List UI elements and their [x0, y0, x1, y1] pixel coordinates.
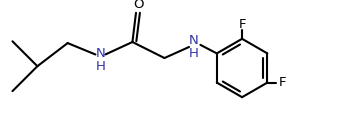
Text: H: H	[95, 60, 105, 73]
Text: N: N	[189, 34, 199, 47]
Text: N: N	[95, 47, 105, 60]
Text: H: H	[189, 47, 199, 60]
Text: O: O	[133, 0, 143, 11]
Text: F: F	[278, 76, 286, 89]
Text: F: F	[238, 18, 246, 31]
